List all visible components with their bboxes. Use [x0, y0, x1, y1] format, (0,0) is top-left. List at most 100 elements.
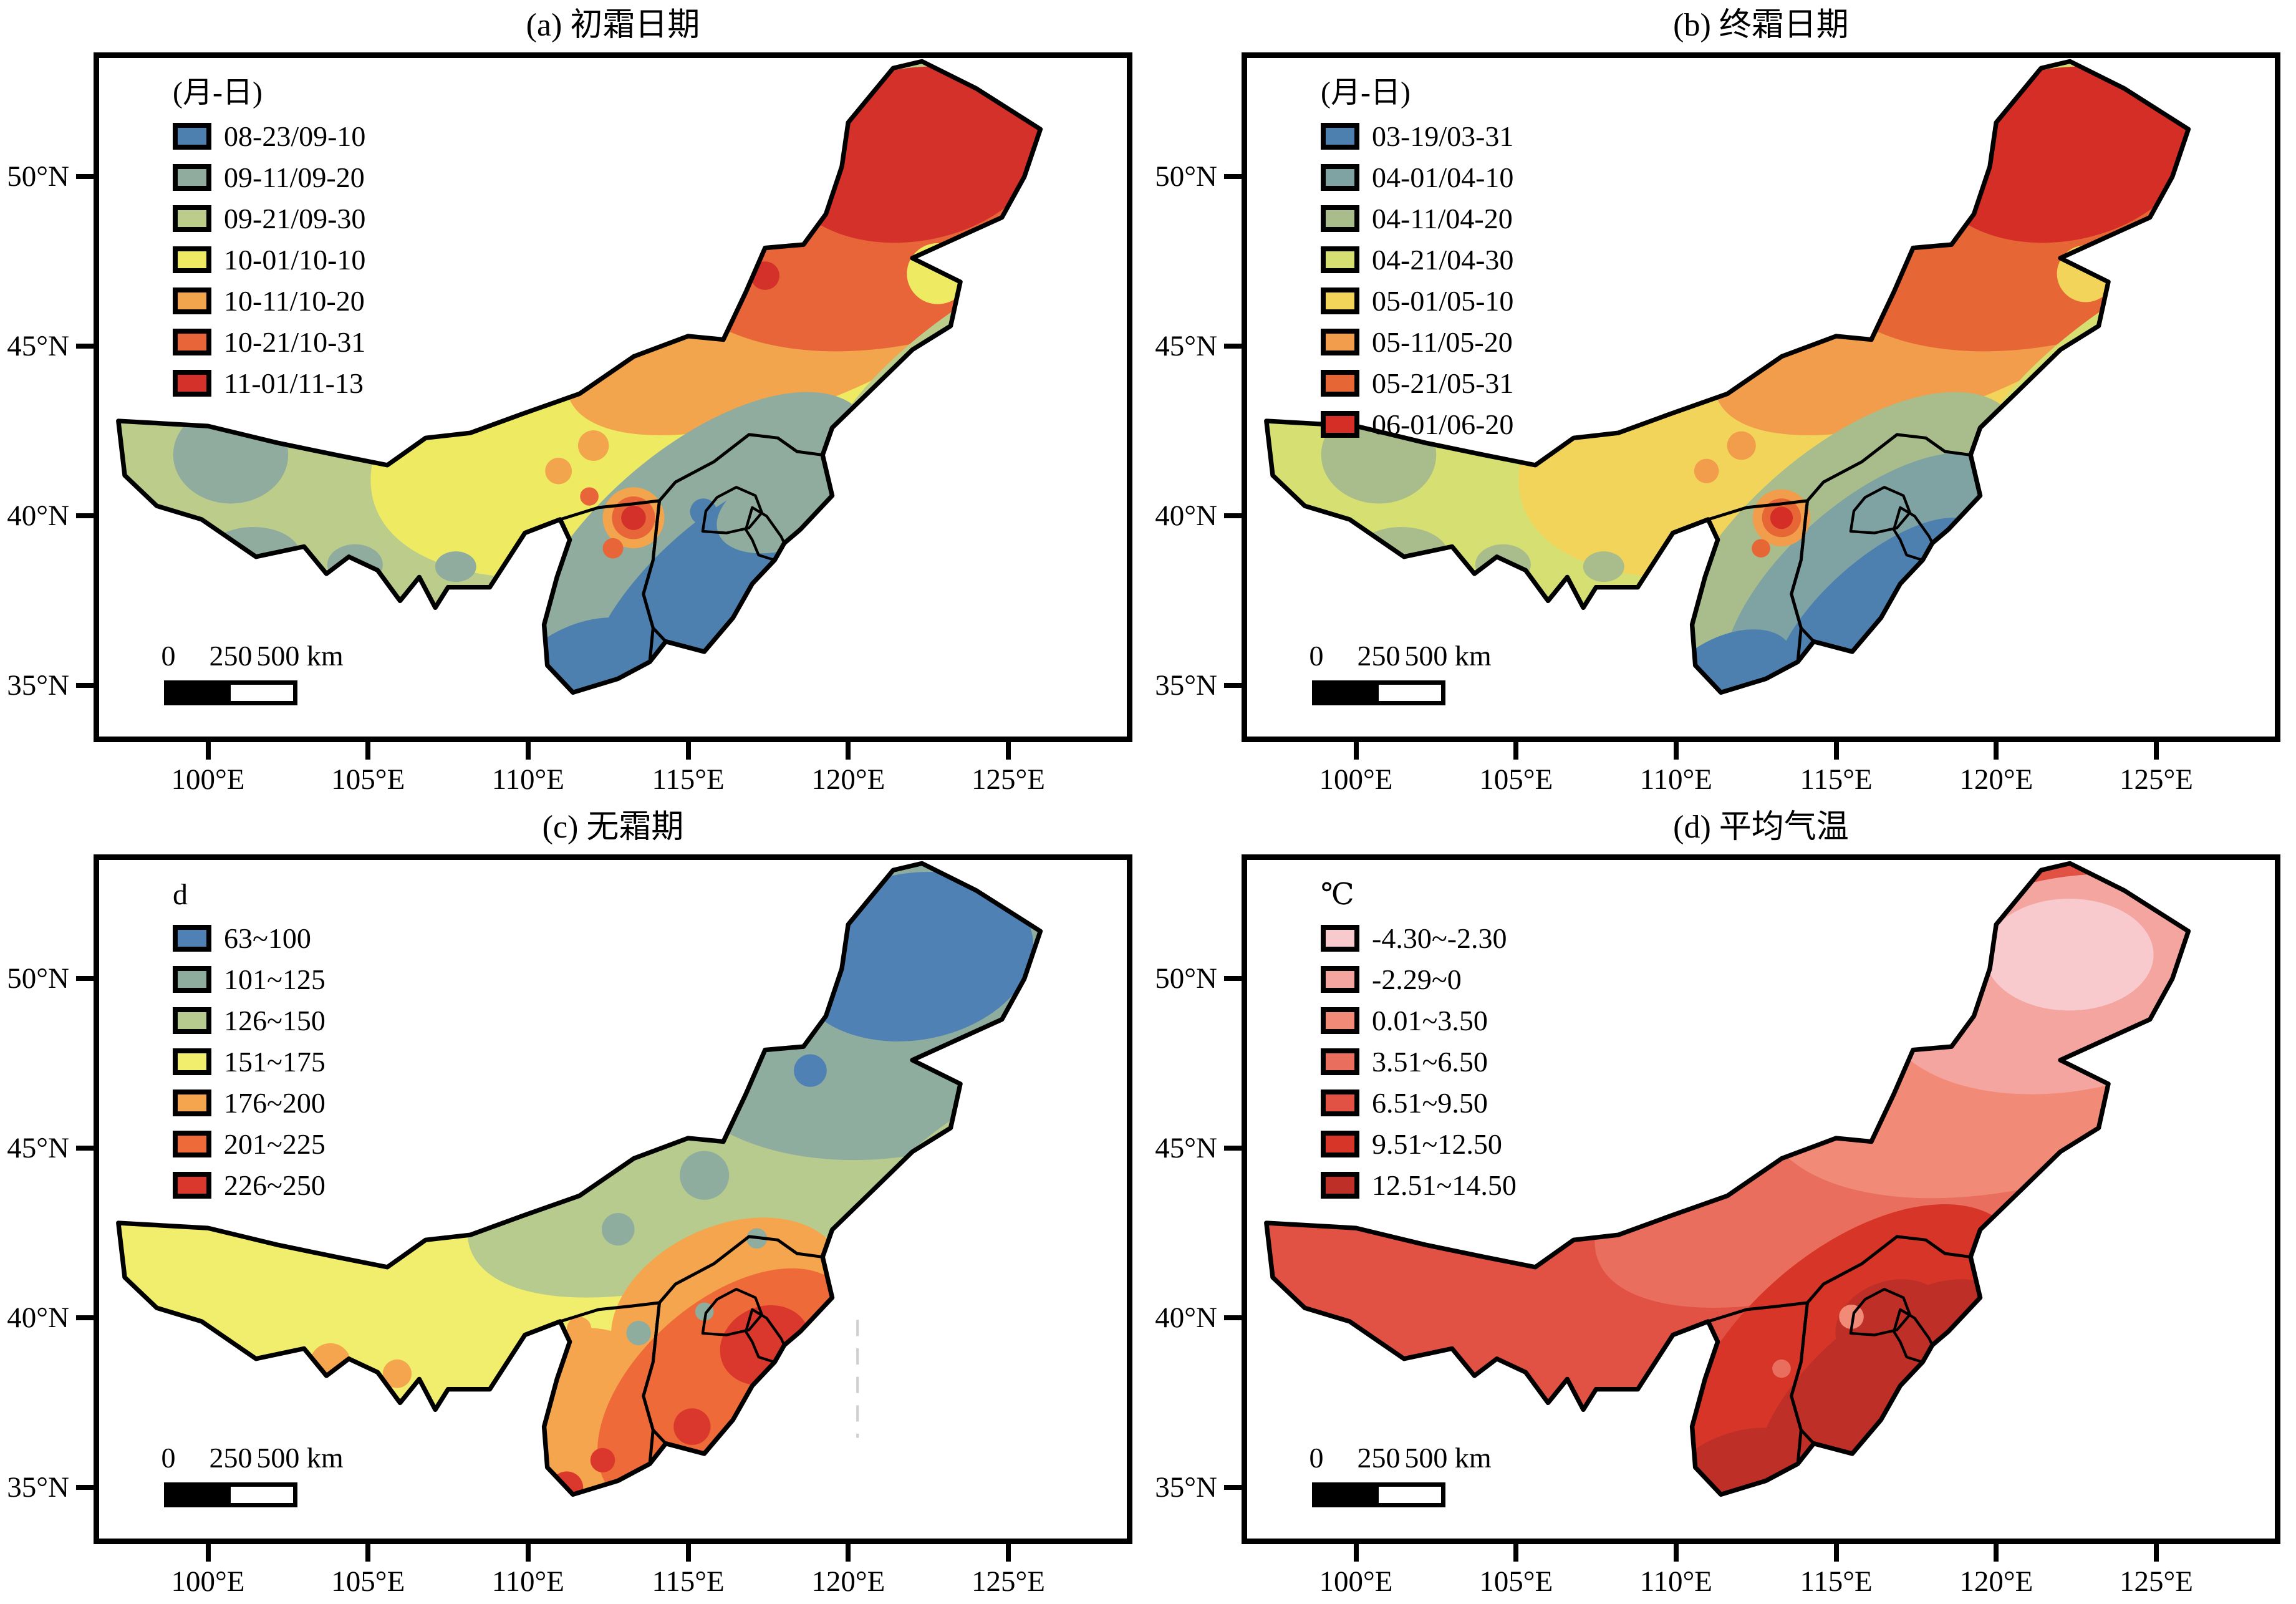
x-tick-label: 110°E — [491, 1565, 565, 1598]
y-tick-mark — [1224, 344, 1242, 349]
scalebar-label: 500 km — [256, 640, 344, 672]
legend-item: 03-19/03-31 — [1321, 115, 1513, 157]
legend-item-label: 3.51~6.50 — [1372, 1045, 1488, 1078]
legend-item-label: 63~100 — [224, 922, 311, 954]
legend-color-swatch — [1321, 924, 1359, 952]
legend-item: -2.29~0 — [1321, 959, 1517, 1000]
legend-item-label: -4.30~-2.30 — [1372, 922, 1507, 954]
legend-color-swatch — [1321, 1048, 1359, 1075]
scalebar-labels: 0 250 500 km — [162, 1441, 463, 1477]
scalebar-label: 0 — [1309, 640, 1324, 672]
y-tick-mark — [76, 1146, 94, 1151]
province-boundary-shanxi — [543, 499, 661, 694]
x-tick-label: 110°E — [1639, 1565, 1713, 1598]
contour-spot — [545, 458, 572, 485]
x-tick-label: 105°E — [331, 1565, 405, 1598]
x-tick-label: 110°E — [1639, 763, 1713, 796]
province-boundary-shanxi — [543, 1301, 661, 1496]
x-tick-mark — [365, 742, 371, 760]
contour-spot — [1727, 431, 1756, 460]
legend-color-swatch — [1321, 410, 1359, 438]
legend-item-label: 126~150 — [224, 1004, 326, 1036]
contour-spot — [566, 1317, 592, 1341]
legend-item: 9.51~12.50 — [1321, 1123, 1517, 1164]
x-tick-mark — [1673, 742, 1679, 760]
y-tick-mark — [1224, 513, 1242, 519]
contour-spot — [1899, 262, 1927, 289]
x-tick-label: 120°E — [811, 763, 885, 796]
legend-item: -4.30~-2.30 — [1321, 917, 1517, 959]
y-tick-label: 45°N — [1155, 1132, 1217, 1165]
legend-item: 04-21/04-30 — [1321, 239, 1513, 280]
legend-color-swatch — [173, 965, 211, 993]
legend-color-swatch — [173, 1007, 211, 1034]
legend-item-label: 0.01~3.50 — [1372, 1004, 1488, 1036]
legend-item-label: 9.51~12.50 — [1372, 1128, 1502, 1160]
y-tick-mark — [76, 683, 94, 688]
map-canvas-b — [1264, 59, 2191, 695]
map-canvas-a — [116, 59, 1043, 695]
legend-item-label: 09-11/09-20 — [224, 161, 365, 193]
legend-color-swatch — [1321, 369, 1359, 397]
scalebar-label: 0 — [161, 640, 176, 672]
y-tick-label: 50°N — [7, 962, 69, 995]
legend-color-swatch — [1321, 1171, 1359, 1199]
legend-item-label: 09-21/09-30 — [224, 202, 366, 234]
legend-item-label: 05-21/05-31 — [1372, 367, 1514, 399]
scalebar-segment-empty — [1379, 685, 1441, 701]
contour-spot — [580, 487, 599, 506]
city-boundary-tianjin — [1892, 506, 1934, 562]
legend-title: (月-日) — [173, 76, 263, 109]
x-tick-mark — [365, 1544, 371, 1562]
map-plot-area-d: 100°E 105°E 110°E 115°E 120°E 125°E 50°N 45°N 40… — [1155, 854, 2280, 1598]
legend-color-swatch — [173, 369, 211, 397]
x-tick-mark — [1833, 1544, 1839, 1562]
province-boundary-shanxi — [1691, 1301, 1809, 1496]
legend-color-swatch — [1321, 287, 1359, 314]
legend-item: 12.51~14.50 — [1321, 1164, 1517, 1205]
scalebar: 0 250 500 km — [1309, 639, 1611, 708]
x-tick-mark — [1833, 742, 1839, 760]
contour-spot — [626, 1320, 651, 1346]
scalebar-segment-filled — [168, 1487, 231, 1503]
y-tick-label: 40°N — [7, 500, 69, 533]
legend-item-label: 12.51~14.50 — [1372, 1169, 1517, 1201]
legend-item-label: 10-11/10-20 — [224, 284, 365, 317]
x-tick-mark — [846, 1544, 851, 1562]
legend-item-label: -2.29~0 — [1372, 963, 1462, 995]
y-tick-label: 40°N — [7, 1302, 69, 1335]
contour-spot — [602, 538, 624, 559]
city-boundary-beijing — [1849, 486, 1911, 534]
legend-color-swatch — [173, 287, 211, 314]
y-tick-mark — [1224, 174, 1242, 180]
legend-item-label: 201~225 — [224, 1128, 326, 1160]
legend-item-label: 04-21/04-30 — [1372, 243, 1514, 276]
scalebar: 0 250 500 km — [1310, 1441, 1611, 1510]
y-tick-mark — [76, 513, 94, 519]
legend-color-swatch — [173, 163, 211, 191]
legend-item: 09-21/09-30 — [173, 198, 365, 239]
x-tick-label: 120°E — [1959, 1565, 2033, 1598]
legend-item-label: 05-11/05-20 — [1372, 326, 1513, 358]
x-tick-label: 105°E — [1479, 763, 1553, 796]
x-tick-mark — [685, 1544, 691, 1562]
x-tick-label: 105°E — [331, 763, 405, 796]
legend-color-swatch — [173, 924, 211, 952]
y-tick-label: 50°N — [1155, 160, 1217, 193]
x-tick-label: 105°E — [1479, 1565, 1553, 1598]
y-tick-label: 45°N — [7, 330, 69, 363]
x-tick-label: 115°E — [1800, 763, 1873, 796]
y-tick-label: 40°N — [1155, 1302, 1217, 1335]
legend-item: 05-21/05-31 — [1321, 362, 1513, 403]
scalebar: 0 250 500 km — [162, 1441, 463, 1510]
legend-color-swatch — [173, 1089, 211, 1116]
legend-item: 101~125 — [173, 959, 326, 1000]
legend-color-swatch — [173, 122, 211, 150]
legend-item: 63~100 — [173, 917, 326, 959]
legend-item-label: 03-19/03-31 — [1372, 120, 1514, 152]
x-tick-label: 125°E — [2119, 1565, 2193, 1598]
y-tick-label: 35°N — [1155, 669, 1217, 702]
map-panel-c: (c) 无霜期 100°E 105°E 110°E 115°E 120°E 125°E 50°… — [0, 802, 1148, 1604]
legend-item: 08-23/09-10 — [173, 115, 365, 157]
scalebar-bar — [1312, 680, 1445, 705]
